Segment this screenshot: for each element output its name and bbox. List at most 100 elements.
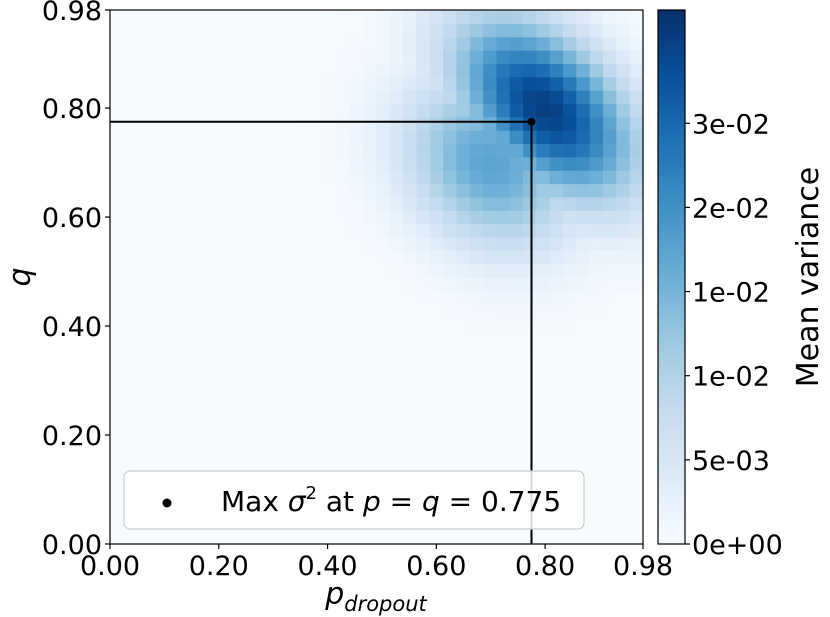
- heatmap-cell: [349, 170, 364, 185]
- heatmap-cell: [496, 277, 511, 291]
- heatmap-cell: [429, 277, 444, 291]
- heatmap-cell: [629, 450, 644, 465]
- heatmap-cell: [589, 397, 604, 412]
- heatmap-cell: [256, 303, 271, 318]
- heatmap-cell: [123, 357, 138, 372]
- heatmap-cell: [576, 330, 591, 345]
- heatmap-cell: [616, 116, 631, 131]
- heatmap-cell: [589, 196, 604, 211]
- heatmap-cell: [363, 410, 378, 425]
- heatmap-cell: [589, 383, 604, 398]
- heatmap-cell: [349, 116, 364, 131]
- heatmap-cell: [456, 370, 471, 385]
- heatmap-cell: [603, 76, 617, 91]
- heatmap-cell: [549, 196, 564, 211]
- heatmap-cell: [429, 290, 444, 305]
- heatmap-cell: [149, 143, 164, 158]
- heatmap-cell: [403, 423, 418, 438]
- heatmap-cell: [389, 530, 404, 545]
- heatmap-cell: [576, 290, 591, 305]
- heatmap-cell: [496, 263, 511, 278]
- heatmap-cell: [110, 330, 124, 345]
- heatmap-cell: [603, 397, 617, 412]
- heatmap-cell: [110, 170, 124, 185]
- heatmap-cell: [123, 277, 138, 291]
- heatmap-cell: [269, 450, 284, 465]
- heatmap-cell: [203, 450, 218, 465]
- heatmap-cell: [149, 250, 164, 265]
- heatmap-cell: [616, 76, 631, 91]
- heatmap-cell: [149, 236, 164, 251]
- heatmap-cell: [149, 170, 164, 185]
- heatmap-cell: [149, 263, 164, 278]
- heatmap-cell: [629, 463, 644, 478]
- heatmap-cell: [123, 290, 138, 305]
- x-tick-label: 0.40: [297, 551, 357, 582]
- heatmap-cell: [589, 170, 604, 185]
- heatmap-cell: [256, 103, 271, 118]
- heatmap-cell: [296, 90, 311, 105]
- heatmap-cell: [203, 236, 218, 251]
- heatmap-cell: [469, 116, 484, 131]
- heatmap-cell: [536, 437, 551, 452]
- heatmap-cell: [443, 210, 458, 225]
- heatmap-cell: [536, 317, 551, 331]
- heatmap-cell: [376, 450, 391, 465]
- heatmap-cell: [523, 317, 537, 331]
- y-tick-label: 0.60: [42, 203, 102, 234]
- heatmap-cell: [483, 410, 498, 425]
- heatmap-cell: [110, 277, 124, 291]
- heatmap-cell: [256, 143, 271, 158]
- heatmap-cell: [603, 156, 617, 171]
- heatmap-cell: [389, 10, 404, 24]
- heatmap-cell: [443, 50, 458, 64]
- heatmap-cell: [576, 317, 591, 331]
- heatmap-cell: [576, 397, 591, 412]
- heatmap-cell: [496, 370, 511, 385]
- heatmap-cell: [189, 130, 204, 145]
- heatmap-cell: [603, 183, 617, 198]
- heatmap-cell: [323, 317, 338, 331]
- heatmap-cell: [189, 50, 204, 64]
- heatmap-cell: [376, 156, 391, 171]
- heatmap-cell: [123, 130, 138, 145]
- heatmap-cell: [469, 530, 484, 545]
- heatmap-cell: [269, 290, 284, 305]
- heatmap-cell: [123, 23, 138, 38]
- heatmap-cell: [176, 450, 191, 465]
- heatmap-cell: [429, 36, 444, 51]
- heatmap-cell: [176, 410, 191, 425]
- heatmap-cell: [363, 76, 378, 91]
- heatmap-cell: [509, 397, 524, 412]
- heatmap-cell: [283, 343, 298, 358]
- heatmap-cell: [589, 156, 604, 171]
- heatmap-cell: [416, 10, 431, 24]
- heatmap-cell: [603, 357, 617, 372]
- heatmap-cell: [110, 36, 124, 51]
- heatmap-cell: [336, 343, 351, 358]
- colorbar-tick-label: 5e-03: [692, 446, 770, 477]
- heatmap-cell: [269, 170, 284, 185]
- heatmap-cell: [576, 183, 591, 198]
- heatmap-cell: [309, 223, 324, 238]
- heatmap-cell: [589, 343, 604, 358]
- heatmap-cell: [323, 530, 338, 545]
- heatmap-cell: [416, 370, 431, 385]
- heatmap-cell: [563, 116, 577, 131]
- heatmap-cell: [483, 223, 498, 238]
- heatmap-cell: [403, 317, 418, 331]
- heatmap-cell: [336, 410, 351, 425]
- heatmap-cell: [629, 290, 644, 305]
- heatmap-cell: [469, 450, 484, 465]
- heatmap-cell: [376, 530, 391, 545]
- heatmap-cell: [629, 357, 644, 372]
- heatmap-cell: [509, 90, 524, 105]
- heatmap-cell: [576, 450, 591, 465]
- heatmap-cell: [549, 130, 564, 145]
- heatmap-cell: [189, 437, 204, 452]
- heatmap-cell: [563, 450, 577, 465]
- heatmap-cell: [336, 250, 351, 265]
- heatmap-cell: [309, 10, 324, 24]
- heatmap-cell: [163, 196, 178, 211]
- heatmap-cell: [283, 383, 298, 398]
